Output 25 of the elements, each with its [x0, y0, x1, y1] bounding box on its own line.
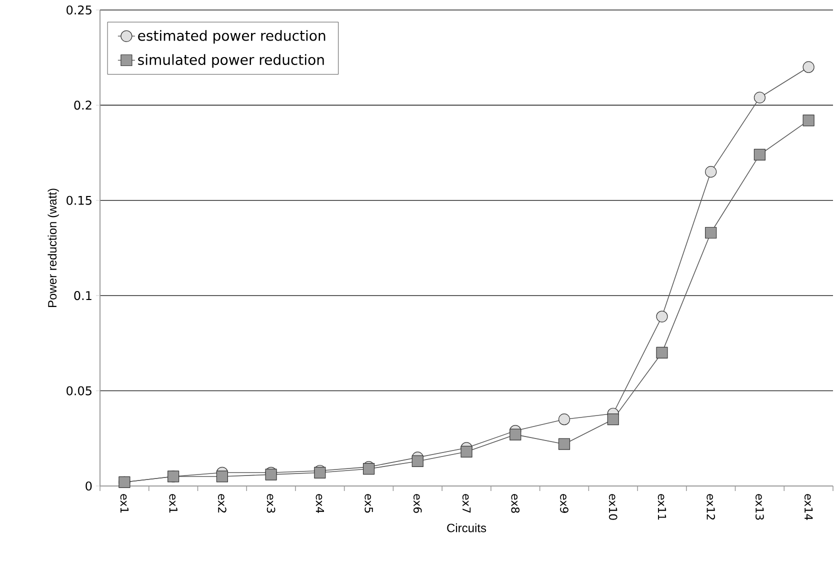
- x-tick-label: ex9: [560, 494, 568, 513]
- y-tick-label: 0.15: [66, 196, 92, 205]
- x-tick-label: ex1: [169, 494, 178, 513]
- legend-label: simulated power reduction: [138, 54, 324, 68]
- x-tick-label: ex4: [316, 494, 324, 513]
- x-tick-label: ex14: [804, 494, 813, 520]
- x-tick-label: ex1: [120, 494, 129, 513]
- y-tick-label: 0.05: [66, 386, 92, 396]
- x-tick-label: ex11: [658, 494, 666, 520]
- x-tick-label: ex6: [413, 494, 422, 513]
- x-tick-label: ex3: [266, 494, 276, 513]
- x-tick-label: ex5: [364, 494, 373, 513]
- x-tick-label: ex10: [608, 494, 618, 520]
- x-tick-label: ex2: [218, 494, 226, 512]
- y-tick-label: 0: [86, 481, 92, 491]
- x-tick-label: ex8: [511, 494, 520, 513]
- y-tick-label: 0.1: [74, 291, 92, 300]
- x-tick-label: ex13: [756, 494, 764, 520]
- y-tick-label: 0.25: [66, 5, 92, 15]
- y-tick-label: 0.2: [74, 100, 92, 110]
- x-axis-title: Circuits: [447, 523, 486, 532]
- x-tick-label: ex12: [706, 494, 716, 520]
- x-tick-label: ex7: [462, 494, 471, 513]
- y-axis-title: Power reduction (watt): [48, 188, 59, 308]
- legend-label: estimated power reduction: [138, 30, 326, 44]
